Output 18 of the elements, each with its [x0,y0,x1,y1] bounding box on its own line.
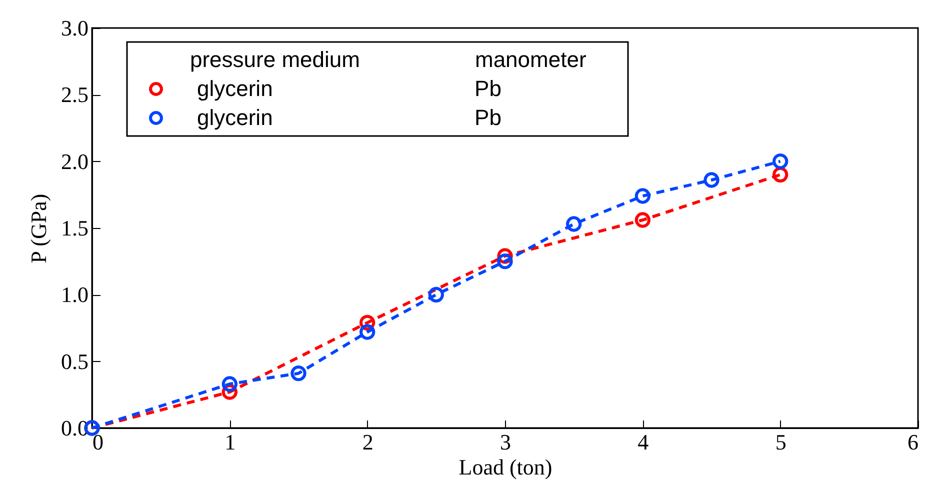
x-tick-label: 1 [224,430,236,454]
x-tick-label: 5 [775,430,786,454]
y-tick-label: 1.0 [61,282,88,308]
x-axis-title: Load (ton) [458,454,552,480]
x-tick-label: 6 [908,430,918,454]
x-tick-label: 3 [500,430,511,454]
x-tick-label: 4 [638,430,649,454]
y-tick-label: 2.0 [61,148,88,174]
x-tick-label: 0 [92,430,104,454]
legend-label: glycerin Pb [197,105,502,130]
y-tick-label: 3.0 [61,16,88,40]
y-tick-label: 1.5 [61,216,88,240]
x-tick-label: 2 [362,430,374,454]
y-axis-title: P (GPa) [26,194,51,264]
y-tick-label: 0.5 [61,348,88,374]
y-tick-label: 2.5 [61,82,88,108]
text: pressure medium manometer [190,47,586,72]
legend-label: glycerin Pb [197,76,502,101]
